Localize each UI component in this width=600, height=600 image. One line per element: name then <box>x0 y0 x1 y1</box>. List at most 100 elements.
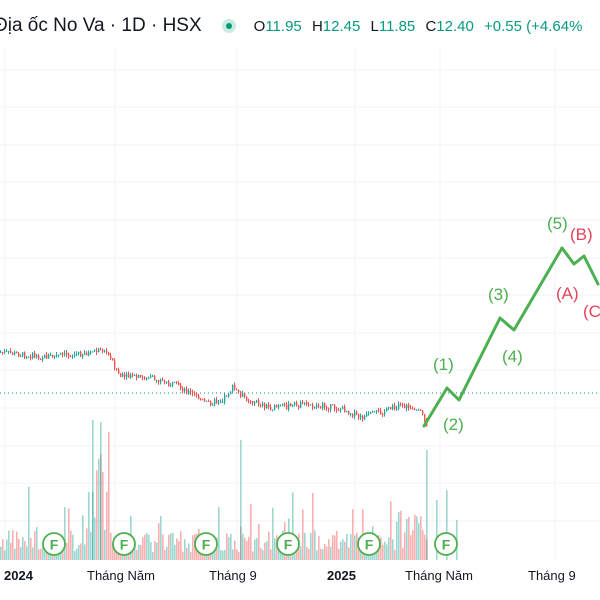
volume-bar <box>42 546 44 560</box>
volume-bar <box>146 532 148 560</box>
candle-body <box>24 352 26 358</box>
candle-body <box>326 406 328 409</box>
volume-bar <box>168 534 170 560</box>
volume-bar <box>386 544 388 560</box>
candle-body <box>308 404 310 406</box>
candle-body <box>228 394 230 397</box>
volume-bar <box>92 491 94 560</box>
volume-bar <box>330 546 332 560</box>
event-marker-label: F <box>120 537 129 553</box>
volume-bar <box>394 549 396 560</box>
candle-body <box>382 413 384 415</box>
volume-bar <box>186 548 188 560</box>
volume-bar <box>140 545 142 560</box>
candle-body <box>130 374 132 378</box>
volume-bar <box>250 504 252 560</box>
volume-bar <box>156 542 158 560</box>
candle-body <box>408 404 410 408</box>
candle-body <box>206 400 208 402</box>
candle-body <box>390 407 392 410</box>
volume-bar <box>160 516 162 560</box>
event-marker[interactable]: F <box>42 532 66 556</box>
volume-bar <box>348 547 350 560</box>
candle-body <box>146 378 148 380</box>
candle-body <box>256 400 258 403</box>
candle-body <box>412 408 414 410</box>
volume-bar <box>214 547 216 560</box>
volume-bar <box>226 533 228 560</box>
candle-body <box>178 382 180 386</box>
candle-body <box>226 395 228 397</box>
candle-body <box>336 408 338 411</box>
event-marker[interactable]: F <box>357 532 381 556</box>
volume-bar <box>148 534 150 560</box>
candle-body <box>34 353 36 358</box>
candle-body <box>36 355 38 358</box>
volume-bar <box>392 539 394 560</box>
volume-bar <box>230 534 232 560</box>
volume-bar <box>176 538 178 560</box>
volume-bar <box>404 532 406 560</box>
volume-bar <box>112 544 114 560</box>
candle-body <box>348 411 350 415</box>
volume-bar <box>184 539 186 560</box>
candle-body <box>212 404 214 406</box>
volume-bar <box>324 543 326 560</box>
volume-bar <box>32 547 34 560</box>
candle-body <box>322 402 324 409</box>
event-marker[interactable]: F <box>434 532 458 556</box>
candle-body <box>26 357 28 359</box>
candle-body <box>386 407 388 412</box>
volume-bar <box>268 531 270 560</box>
volume-bar <box>296 547 298 560</box>
volume-bar <box>88 492 90 560</box>
volume-bar <box>96 470 98 560</box>
event-marker-label: F <box>442 537 451 553</box>
candle-body <box>2 351 4 353</box>
candle-body <box>18 353 20 357</box>
volume-bar <box>318 536 320 560</box>
candle-body <box>152 375 154 377</box>
wave-label-c: (C) <box>583 302 600 321</box>
candle-body <box>68 354 70 357</box>
volume-bar <box>24 541 26 560</box>
candle-body <box>182 388 184 392</box>
candle-body <box>208 400 210 402</box>
volume-bar <box>240 526 242 560</box>
event-marker[interactable]: F <box>276 532 300 556</box>
event-marker[interactable]: F <box>112 532 136 556</box>
candle-body <box>328 408 330 410</box>
candle-body <box>342 406 344 410</box>
volume-bar <box>0 546 2 560</box>
candle-body <box>114 360 116 369</box>
volume-bar <box>406 518 408 560</box>
x-axis-label-2024: 2024 <box>4 568 33 583</box>
event-marker-circle <box>357 532 381 556</box>
candle-body <box>204 399 206 401</box>
candle-body <box>6 351 8 353</box>
candle-body <box>266 404 268 409</box>
symbol-title[interactable]: Địa ốc No Va · 1D · HSX <box>0 15 202 36</box>
chart-grid <box>0 48 600 560</box>
volume-bar <box>336 530 338 560</box>
event-marker[interactable]: F <box>194 532 218 556</box>
volume-bar <box>402 547 404 560</box>
volume-bar <box>308 548 310 560</box>
x-axis-label-thang-nam: Tháng Năm <box>87 568 155 583</box>
candle-body <box>66 352 68 355</box>
candle-body <box>46 354 48 359</box>
volume-bar <box>304 532 306 560</box>
candle-body <box>252 401 254 404</box>
volume-bar <box>316 550 318 560</box>
volume-bar <box>190 551 192 560</box>
volume-bar <box>352 509 354 560</box>
elliott-wave-projection <box>422 246 600 428</box>
volume-bar <box>220 549 222 560</box>
candle-body <box>132 374 134 376</box>
volume-bar <box>414 514 416 560</box>
candle-body <box>380 410 382 414</box>
volume-bar <box>292 492 294 560</box>
candle-body <box>344 406 346 413</box>
